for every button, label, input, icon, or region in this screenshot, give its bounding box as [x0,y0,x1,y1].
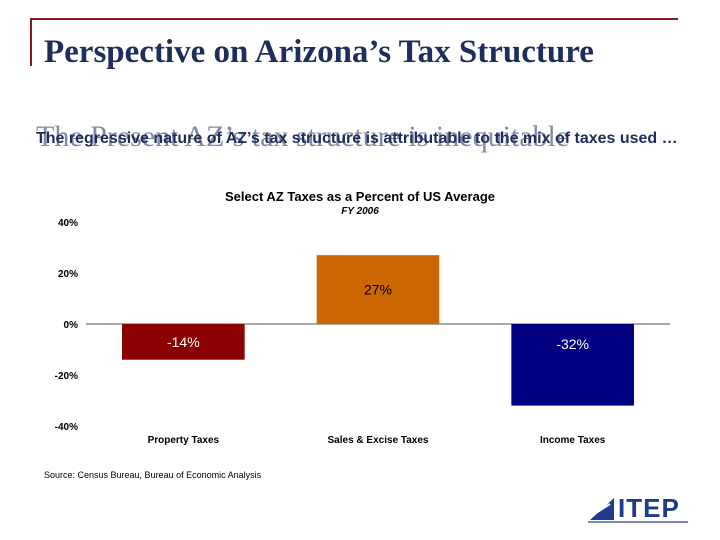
y-tick-label: -40% [55,422,78,433]
y-tick-label: 0% [64,320,79,331]
itep-logo-text: ITEP [618,493,680,523]
x-category-label: Sales & Excise Taxes [328,435,429,446]
bar-income-taxes [511,324,634,406]
x-category-label: Property Taxes [148,435,220,446]
bar-chart: Select AZ Taxes as a Percent of US Avera… [55,189,670,446]
slide-title: Perspective on Arizona’s Tax Structure [44,34,594,70]
itep-logo-mark-icon [587,498,614,520]
source-note: Source: Census Bureau, Bureau of Economi… [44,470,262,480]
chart-title: Select AZ Taxes as a Percent of US Avera… [225,189,495,204]
itep-logo-tagline-rule [588,521,688,523]
chart-plot-area: 40% 20% 0% -20% -40% -14% Property Taxes 27% Sal… [55,218,670,446]
y-tick-label: -20% [55,371,78,382]
frame-top-rule [30,18,678,20]
y-tick-label: 40% [58,218,78,229]
data-label: 27% [364,282,392,298]
bar-sales-excise-taxes [316,255,440,324]
data-label: -32% [556,336,589,352]
bar-property-taxes [122,324,245,360]
slide-subtitle: The regressive nature of AZ’s tax struct… [36,130,678,147]
data-label: -14% [167,334,200,350]
chart-subtitle: FY 2006 [341,206,379,217]
y-tick-label: 20% [58,269,78,280]
ghost-overlay-text: The Present AZ’s tax structure is inequi… [36,120,570,153]
frame-left-rule [30,18,32,66]
x-category-label: Income Taxes [540,435,606,446]
itep-logo: ITEP [584,494,688,528]
